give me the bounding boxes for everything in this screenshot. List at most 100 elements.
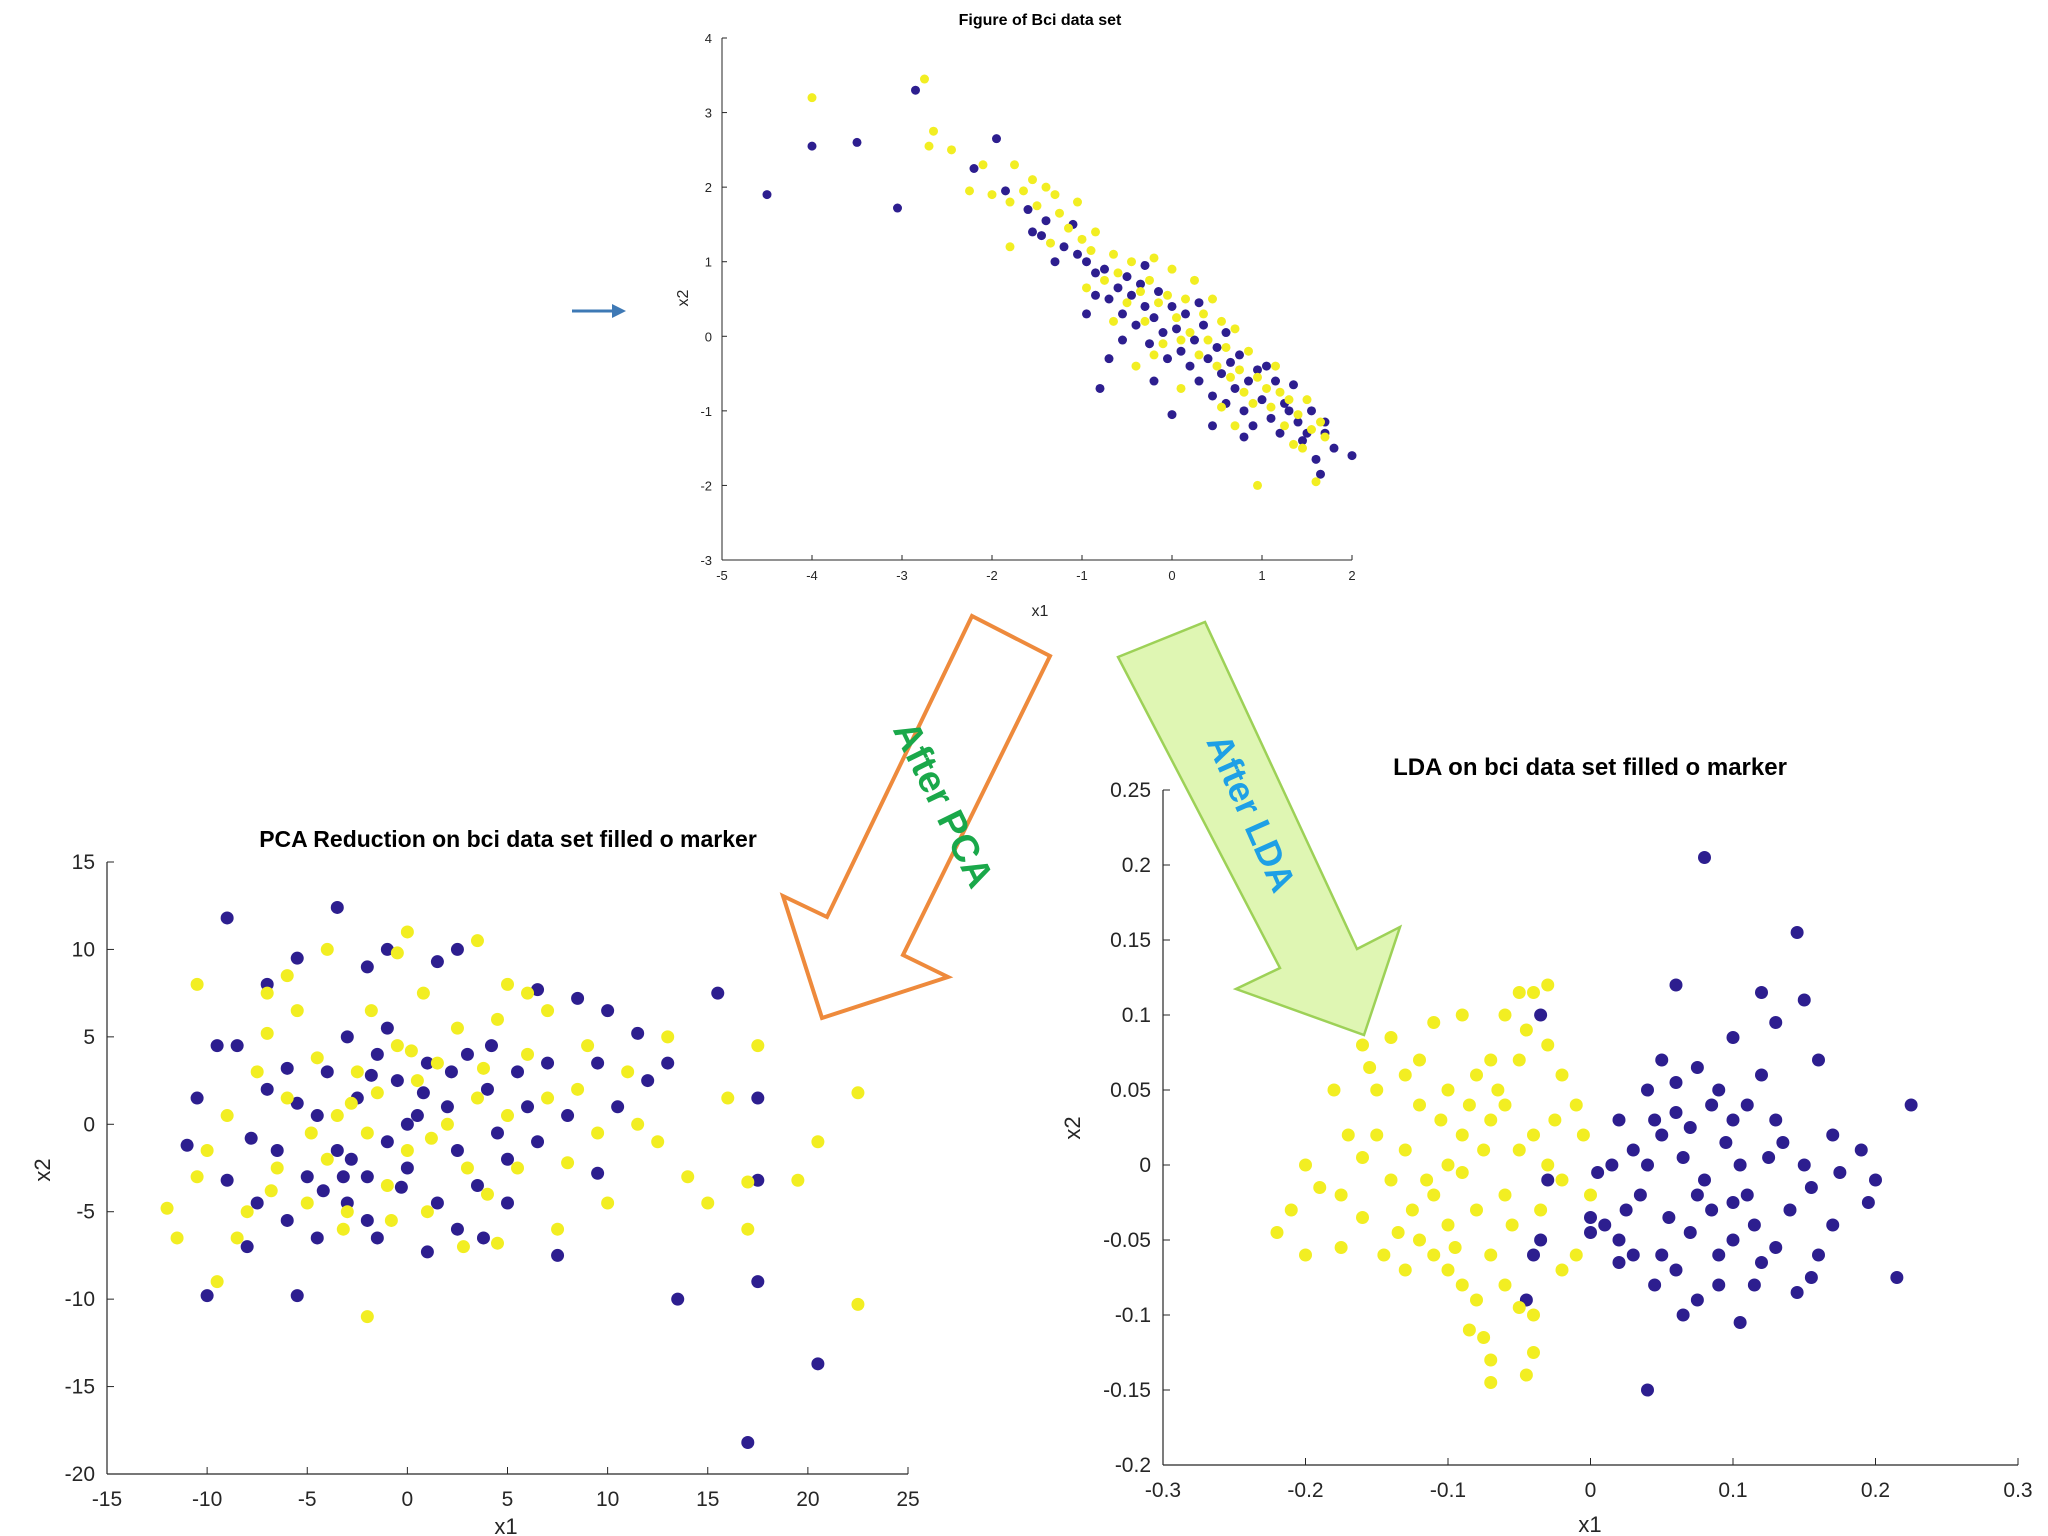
bci-point-class_a — [1154, 287, 1163, 297]
lda-point-class_a — [1705, 1098, 1719, 1112]
bci-point-class_b — [1316, 417, 1325, 427]
lda-point-class_b — [1334, 1188, 1348, 1202]
lda-point-class_a — [1783, 1203, 1797, 1217]
pca-point-class_b — [621, 1065, 635, 1079]
bci-y-tick-label: 1 — [705, 255, 712, 270]
lda-point-class_b — [1519, 1023, 1533, 1037]
bci-point-class_a — [1131, 320, 1141, 330]
lda-point-class_b — [1356, 1151, 1369, 1164]
lda-point-class_b — [1313, 1181, 1327, 1194]
pca-point-class_a — [250, 1196, 264, 1210]
lda-point-class_a — [1740, 1188, 1754, 1202]
bci-point-class_a — [1100, 264, 1109, 274]
pca-point-class_a — [641, 1074, 655, 1088]
lda-point-class_a — [1598, 1218, 1612, 1232]
pca-point-class_a — [336, 1170, 350, 1184]
pca-point-class_b — [350, 1065, 364, 1079]
bci-point-class_a — [1136, 279, 1145, 289]
pca-point-class_b — [501, 977, 514, 991]
pca-point-class_b — [601, 1196, 615, 1210]
bci-point-class_a — [992, 134, 1001, 144]
pca-point-class_b — [200, 1144, 214, 1158]
pca-point-class_a — [450, 1144, 464, 1158]
pca-point-class_b — [190, 1170, 204, 1184]
pca-point-class_b — [360, 1126, 374, 1140]
bci-point-class_a — [1203, 354, 1213, 364]
bci-point-class_a — [1167, 410, 1177, 420]
bci-y-tick-label: 3 — [705, 106, 712, 121]
lda-point-class_a — [1726, 1031, 1740, 1044]
bci-x-tick-label: -5 — [716, 568, 728, 583]
lda-y-tick-label: 0.05 — [1110, 1079, 1151, 1102]
lda-point-class_b — [1555, 1173, 1569, 1187]
lda-point-class_a — [1804, 1181, 1818, 1194]
bci-point-class_a — [1329, 443, 1339, 453]
pca-point-class_a — [390, 1074, 404, 1088]
bci-y-tick-label: -3 — [700, 553, 712, 568]
pca-point-class_a — [370, 1047, 384, 1061]
bci-point-class_b — [1212, 361, 1222, 371]
lda-point-class_a — [1755, 1256, 1768, 1269]
pca-point-class_b — [410, 1074, 424, 1088]
lda-point-class_b — [1462, 1098, 1476, 1112]
bci-point-class_a — [1347, 451, 1357, 461]
lda-point-class_b — [1569, 1248, 1583, 1262]
bci-point-class_b — [1005, 197, 1015, 207]
pca-point-class_b — [384, 1213, 398, 1227]
bci-point-class_a — [1248, 421, 1258, 431]
lda-arrow-icon: After LDA — [1116, 620, 1403, 1037]
bci-point-class_a — [762, 190, 772, 200]
pca-point-class_a — [450, 1222, 464, 1236]
lda-point-class_a — [1669, 978, 1683, 992]
lda-point-class_a — [1755, 986, 1768, 999]
pca-point-class_a — [480, 1082, 494, 1096]
lda-point-class_a — [1726, 1233, 1740, 1247]
bci-point-class_b — [1176, 335, 1186, 345]
bci-point-class_a — [1194, 376, 1204, 386]
bci-point-class_a — [1235, 350, 1244, 360]
pca-point-class_a — [310, 1231, 324, 1245]
bci-point-class_b — [1149, 350, 1159, 360]
pca-point-class_a — [190, 1091, 204, 1105]
lda-y-tick-label: -0.1 — [1115, 1304, 1151, 1327]
pca-point-class_b — [304, 1126, 318, 1140]
pca-point-class_a — [344, 1152, 358, 1166]
pca-point-class_a — [290, 951, 304, 965]
bci-point-class_a — [1091, 290, 1100, 300]
pca-y-ticks: -20 -15 -10 -5 0 5 10 15 — [65, 851, 114, 1486]
lda-point-class_a — [1683, 1226, 1697, 1239]
lda-point-class_b — [1270, 1226, 1284, 1239]
bci-point-class_a — [1172, 324, 1181, 334]
pca-point-class_a — [220, 911, 234, 925]
lda-point-class_a — [1755, 1068, 1768, 1082]
pca-point-class_b — [480, 1187, 494, 1201]
pca-x-tick-label: 0 — [402, 1488, 414, 1511]
lda-point-class_a — [1826, 1128, 1840, 1142]
bci-point-class_b — [1167, 264, 1177, 274]
pca-point-class_a — [751, 1173, 765, 1187]
lda-point-class_b — [1363, 1061, 1377, 1074]
lda-point-class_a — [1591, 1166, 1605, 1179]
bci-point-class_a — [807, 141, 817, 151]
bci-x-tick-label: -2 — [986, 568, 998, 583]
bci-y-tick-label: 4 — [705, 31, 712, 46]
pca-point-class_b — [551, 1222, 565, 1236]
lda-point-class_a — [1612, 1113, 1626, 1127]
pca-point-class_b — [370, 1086, 384, 1100]
pca-point-class_a — [611, 1100, 625, 1114]
bci-point-class_b — [1140, 316, 1150, 326]
pca-point-class_b — [501, 1109, 514, 1123]
pca-point-class_a — [551, 1248, 565, 1262]
bci-point-class_b — [1149, 253, 1159, 263]
pca-point-class_b — [420, 1205, 434, 1219]
pca-point-class_a — [380, 1021, 394, 1035]
lda-point-class_a — [1790, 1286, 1804, 1299]
pca-y-label: x2 — [30, 1158, 55, 1181]
pca-point-class_b — [390, 946, 404, 960]
lda-point-class_b — [1527, 1128, 1540, 1142]
bci-point-class_b — [1145, 275, 1154, 285]
lda-point-class_b — [1398, 1263, 1412, 1277]
pca-point-class_b — [424, 1131, 438, 1145]
bci-point-class_b — [1217, 316, 1226, 326]
bci-point-class_a — [1239, 406, 1249, 416]
